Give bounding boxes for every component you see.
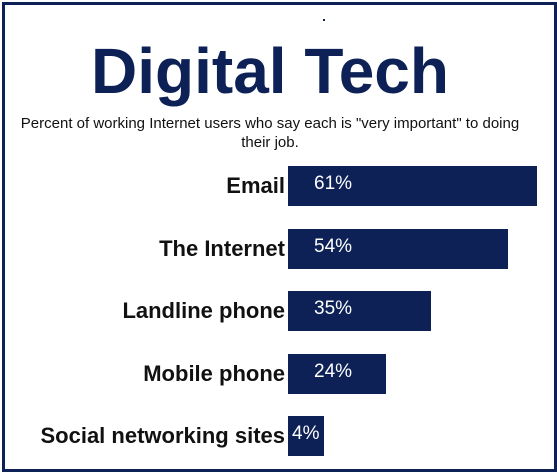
bar-row: Landline phone 35% xyxy=(0,291,557,331)
bar-row: Social networking sites 4% xyxy=(0,416,557,456)
data-label: 61% xyxy=(314,166,352,206)
bar: 61% xyxy=(288,166,537,206)
chart-subtitle: Percent of working Internet users who sa… xyxy=(10,114,530,152)
bar-row: Mobile phone 24% xyxy=(0,354,557,394)
data-label: 54% xyxy=(314,229,352,269)
chart-title: Digital Tech xyxy=(0,36,540,106)
decorative-dot xyxy=(323,19,325,21)
category-label: The Internet xyxy=(159,229,285,269)
data-label: 4% xyxy=(292,416,319,456)
bar-row: Email 61% xyxy=(0,166,557,206)
bar: 24% xyxy=(288,354,386,394)
bar: 54% xyxy=(288,229,508,269)
category-label: Email xyxy=(226,166,285,206)
category-label: Social networking sites xyxy=(40,416,285,456)
bar: 4% xyxy=(288,416,324,456)
bar: 35% xyxy=(288,291,431,331)
data-label: 24% xyxy=(314,354,352,394)
data-label: 35% xyxy=(314,291,352,331)
category-label: Mobile phone xyxy=(143,354,285,394)
bar-row: The Internet 54% xyxy=(0,229,557,269)
category-label: Landline phone xyxy=(122,291,285,331)
